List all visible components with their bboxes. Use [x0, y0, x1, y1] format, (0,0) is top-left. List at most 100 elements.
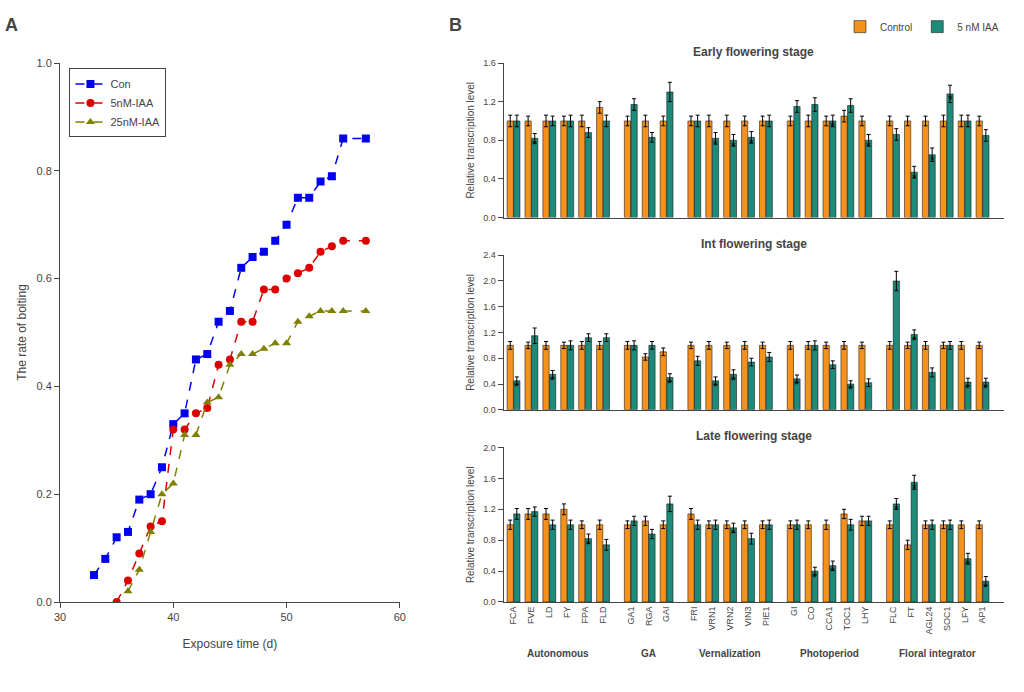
svg-text:AP1: AP1: [977, 607, 987, 624]
svg-text:*: *: [550, 374, 555, 388]
svg-text:Int flowering stage: Int flowering stage: [701, 237, 807, 251]
svg-text:*: *: [983, 581, 988, 595]
svg-text:FCA: FCA: [508, 607, 518, 625]
svg-text:Exposure time (d): Exposure time (d): [183, 637, 278, 651]
svg-text:*: *: [830, 565, 835, 579]
svg-text:Relative transcription level: Relative transcription level: [465, 274, 476, 391]
svg-text:0.4: 0.4: [483, 566, 496, 576]
svg-text:GAI: GAI: [661, 607, 671, 623]
svg-text:VRN2: VRN2: [725, 607, 735, 631]
svg-text:*: *: [713, 380, 718, 394]
svg-text:FVE: FVE: [526, 607, 536, 625]
svg-text:0.6: 0.6: [37, 272, 52, 284]
svg-text:Relative transcription level: Relative transcription level: [465, 466, 476, 583]
svg-text:0.4: 0.4: [483, 379, 496, 389]
svg-text:0.8: 0.8: [483, 135, 496, 145]
svg-text:0.0: 0.0: [483, 213, 496, 223]
svg-text:GA1: GA1: [626, 607, 636, 625]
svg-text:1.0: 1.0: [37, 57, 52, 69]
svg-text:*: *: [532, 138, 537, 152]
svg-text:0.8: 0.8: [483, 353, 496, 363]
svg-text:Floral integrator: Floral integrator: [899, 648, 976, 659]
svg-text:*: *: [830, 120, 835, 134]
svg-text:The rate of bolting: The rate of bolting: [15, 284, 29, 381]
svg-text:*: *: [983, 382, 988, 396]
svg-text:Con: Con: [110, 78, 130, 90]
svg-text:0.0: 0.0: [483, 405, 496, 415]
svg-text:2.4: 2.4: [483, 250, 496, 260]
svg-text:Photoperiod: Photoperiod: [800, 648, 859, 659]
svg-text:1.6: 1.6: [483, 474, 496, 484]
svg-text:*: *: [848, 383, 853, 397]
svg-text:2.0: 2.0: [483, 443, 496, 453]
svg-text:0.8: 0.8: [37, 165, 52, 177]
svg-text:*: *: [866, 140, 871, 154]
svg-text:A: A: [5, 15, 18, 35]
svg-text:*: *: [794, 378, 799, 392]
svg-text:*: *: [930, 154, 935, 168]
svg-text:0.4: 0.4: [483, 174, 496, 184]
svg-text:0.0: 0.0: [37, 596, 52, 608]
svg-text:*: *: [965, 382, 970, 396]
svg-text:30: 30: [54, 611, 66, 623]
svg-text:1.6: 1.6: [483, 58, 496, 68]
svg-text:FPA: FPA: [580, 607, 590, 624]
svg-text:60: 60: [394, 611, 406, 623]
svg-text:Relative transcription level: Relative transcription level: [465, 82, 476, 199]
svg-text:40: 40: [167, 611, 179, 623]
svg-text:50: 50: [280, 611, 292, 623]
svg-text:Autonomous: Autonomous: [527, 648, 589, 659]
svg-text:Vernalization: Vernalization: [699, 648, 761, 659]
svg-text:0.4: 0.4: [37, 380, 52, 392]
svg-text:*: *: [667, 377, 672, 391]
svg-text:*: *: [731, 527, 736, 541]
svg-text:0.0: 0.0: [483, 597, 496, 607]
svg-text:Control: Control: [880, 22, 912, 33]
svg-text:*: *: [812, 571, 817, 585]
svg-text:*: *: [713, 138, 718, 152]
svg-text:Early flowering stage: Early flowering stage: [693, 45, 814, 59]
svg-text:VIN3: VIN3: [743, 607, 753, 627]
svg-text:CCA1: CCA1: [824, 607, 834, 631]
svg-text:1.2: 1.2: [483, 328, 496, 338]
svg-text:*: *: [731, 140, 736, 154]
svg-text:FRI: FRI: [689, 607, 699, 622]
svg-text:LFY: LFY: [960, 607, 970, 624]
svg-text:SOC1: SOC1: [942, 607, 952, 632]
svg-text:1.2: 1.2: [483, 97, 496, 107]
svg-text:1.2: 1.2: [483, 504, 496, 514]
svg-text:*: *: [912, 172, 917, 186]
svg-text:*: *: [731, 374, 736, 388]
svg-text:*: *: [948, 93, 953, 107]
svg-text:RGA: RGA: [644, 607, 654, 627]
svg-text:*: *: [912, 482, 917, 496]
svg-text:*: *: [514, 380, 519, 394]
svg-text:LD: LD: [544, 606, 554, 618]
svg-text:VRN1: VRN1: [707, 607, 717, 631]
svg-text:AGL24: AGL24: [924, 607, 934, 635]
svg-text:FLC: FLC: [888, 606, 898, 624]
svg-text:0.2: 0.2: [37, 488, 52, 500]
svg-text:*: *: [965, 558, 970, 572]
svg-text:GI: GI: [789, 607, 799, 617]
svg-text:GA: GA: [641, 648, 656, 659]
svg-text:*: *: [894, 503, 899, 517]
svg-text:FT: FT: [906, 606, 916, 617]
svg-text:PIE1: PIE1: [761, 607, 771, 627]
svg-text:LHY: LHY: [860, 607, 870, 625]
svg-text:1.6: 1.6: [483, 302, 496, 312]
svg-text:CO: CO: [806, 607, 816, 621]
svg-text:0.8: 0.8: [483, 535, 496, 545]
svg-text:2.0: 2.0: [483, 276, 496, 286]
svg-text:5 nM IAA: 5 nM IAA: [957, 22, 998, 33]
svg-text:Late flowering stage: Late flowering stage: [696, 429, 812, 443]
svg-text:TOC1: TOC1: [842, 607, 852, 631]
svg-text:FY: FY: [562, 607, 572, 619]
svg-text:*: *: [912, 334, 917, 348]
svg-text:*: *: [586, 538, 591, 552]
svg-text:5nM-IAA: 5nM-IAA: [110, 97, 153, 109]
svg-text:FLD: FLD: [598, 606, 608, 624]
svg-text:*: *: [749, 137, 754, 151]
svg-text:B: B: [449, 15, 462, 35]
svg-text:25nM-IAA: 25nM-IAA: [110, 116, 160, 128]
